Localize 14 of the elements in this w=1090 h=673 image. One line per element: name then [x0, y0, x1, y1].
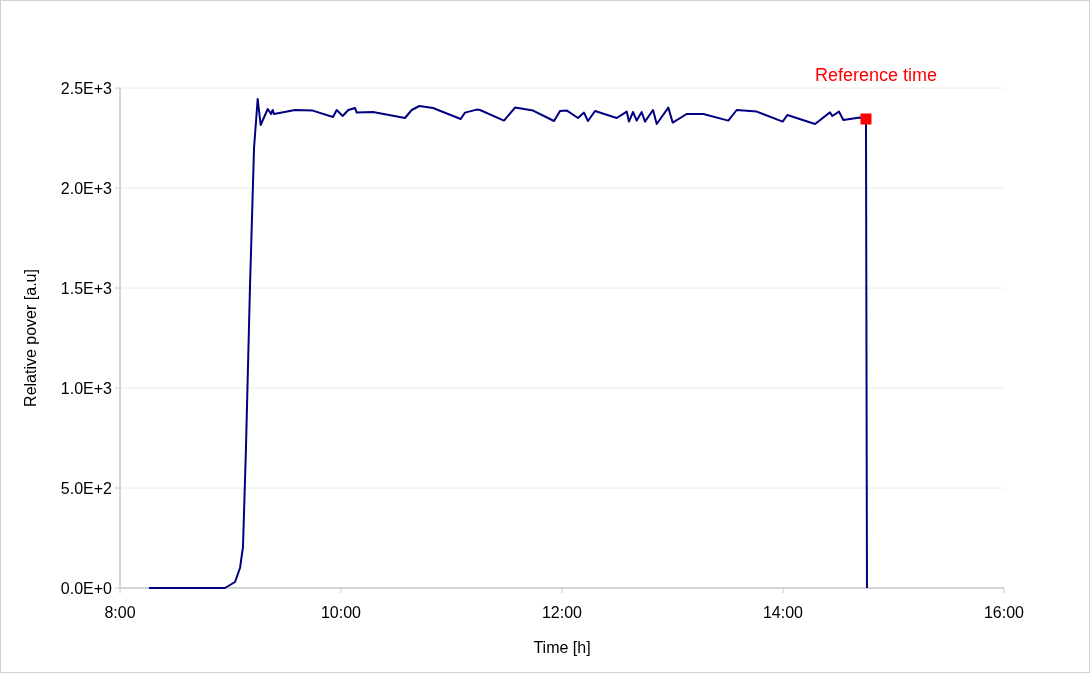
- x-axis-title: Time [h]: [533, 639, 591, 656]
- x-tick-label: 14:00: [762, 604, 804, 621]
- y-tick-label: 5.0E+2: [60, 479, 113, 497]
- y-axis-title: Relative pover [a.u]: [22, 269, 39, 407]
- text: Reference time: [814, 65, 938, 85]
- y-tick-label: 0.0E+0: [60, 579, 113, 597]
- y-tick-label: 1.5E+3: [60, 279, 113, 297]
- x-tick-label: 8:00: [104, 604, 136, 621]
- y-tick-label: 1.0E+3: [60, 379, 113, 397]
- x-tick-label: 10:00: [320, 604, 362, 621]
- x-tick-label: 16:00: [983, 604, 1025, 621]
- y-tick-label: 2.0E+3: [60, 179, 113, 197]
- x-tick-label: 12:00: [541, 604, 583, 621]
- y-tick-label: 2.5E+3: [60, 79, 113, 97]
